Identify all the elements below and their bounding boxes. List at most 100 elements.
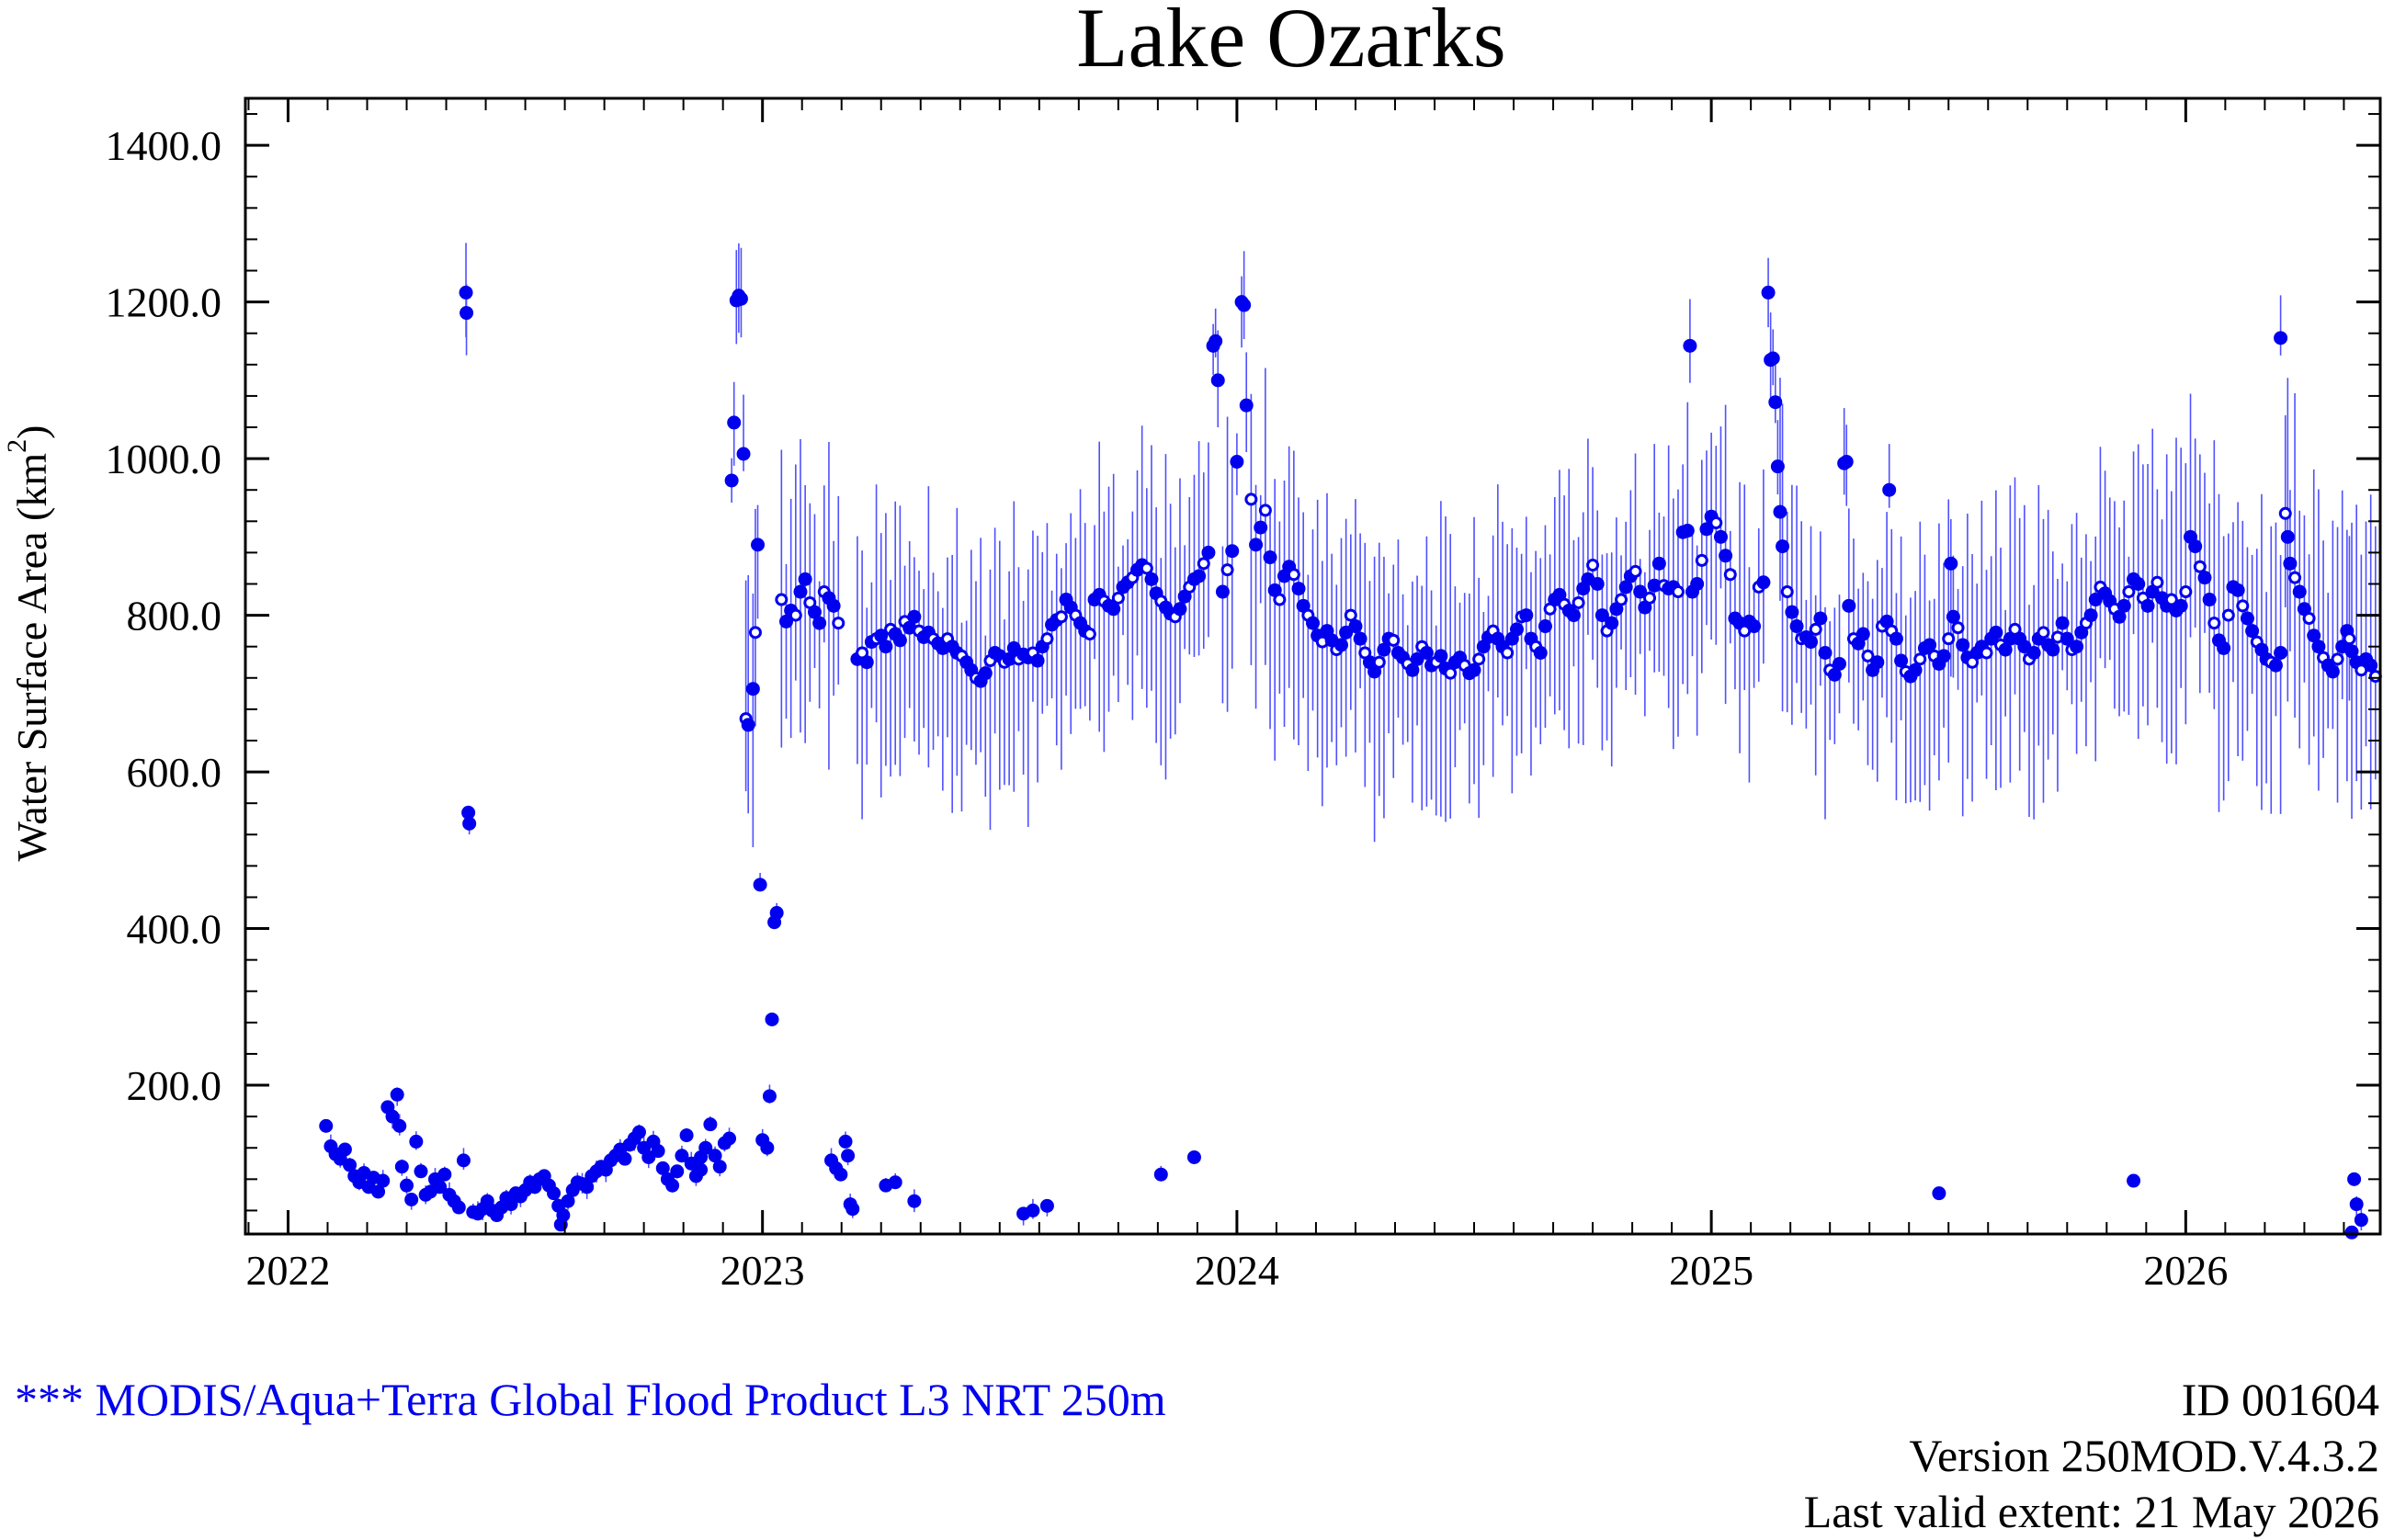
data-point [859, 655, 874, 670]
data-point [1773, 504, 1787, 519]
data-point [1287, 568, 1300, 582]
data-point [1106, 602, 1121, 617]
data-point [1173, 602, 1187, 617]
data-point [385, 1109, 400, 1124]
data-point [2288, 571, 2302, 584]
y-tick-label: 1400.0 [106, 122, 222, 169]
data-point [2343, 632, 2356, 646]
data-point [798, 572, 812, 586]
data-point [1306, 616, 1320, 630]
data-point [892, 633, 907, 648]
data-point [1683, 338, 1697, 353]
data-point [1387, 633, 1401, 647]
data-point [2354, 1213, 2368, 1228]
data-point [2280, 529, 2295, 544]
data-point [409, 1134, 424, 1149]
data-point [1761, 285, 1776, 300]
data-point [2122, 585, 2136, 599]
data-point [2017, 640, 2032, 654]
data-point [845, 1202, 860, 1217]
data-point [665, 1178, 680, 1193]
data-point [1818, 646, 1833, 661]
data-point [1026, 1203, 1040, 1217]
data-point [651, 1144, 665, 1159]
data-point [694, 1162, 709, 1177]
data-point [1590, 576, 1605, 591]
y-axis-label-close: ) [8, 425, 55, 439]
data-point [1839, 455, 1854, 470]
data-point [907, 609, 922, 624]
data-point [2202, 593, 2217, 607]
data-point [556, 1208, 571, 1223]
data-point [1804, 635, 1819, 650]
data-point [694, 1149, 709, 1164]
data-point [2274, 646, 2288, 661]
data-point [1690, 576, 1705, 591]
data-point [1671, 585, 1685, 599]
data-point [1913, 652, 1927, 666]
data-point [1040, 632, 1054, 646]
data-point [1989, 625, 2003, 640]
data-point [812, 616, 827, 630]
data-point [745, 682, 760, 696]
data-point [2088, 593, 2103, 607]
data-point [2347, 1172, 2362, 1186]
data-point [1951, 621, 1965, 635]
data-point [1923, 638, 1937, 652]
data-point [2230, 583, 2245, 597]
data-point [1333, 638, 1348, 652]
data-point [1254, 520, 1268, 535]
data-point [2302, 612, 2316, 626]
axes: 200.0 400.0 600.0 800.0 1000.0 1200.0 1400.0 20… [106, 96, 2382, 1294]
data-point [1348, 619, 1363, 634]
data-point [2116, 598, 2131, 613]
data-point [978, 666, 993, 681]
data-point [762, 1089, 777, 1104]
data-point [1509, 622, 1524, 637]
data-point [460, 306, 474, 321]
data-point [2240, 611, 2254, 626]
data-point [337, 1142, 352, 1157]
data-point [462, 816, 477, 831]
data-point [1643, 591, 1657, 605]
data-point [2311, 640, 2326, 654]
data-point [879, 640, 893, 654]
y-axis-label-text: Water Surface Area (km [8, 453, 55, 862]
data-point [2325, 664, 2340, 679]
data-point [1419, 646, 1434, 661]
data-point [1723, 568, 1737, 582]
data-point [1594, 608, 1609, 623]
data-point [1882, 482, 1897, 497]
data-point [832, 617, 845, 630]
data-point [1249, 538, 1264, 552]
data-point [1789, 619, 1804, 634]
data-point [1855, 627, 1870, 641]
last-valid-extent: Last valid extent: 21 May 2026 [1803, 1486, 2379, 1537]
data-point [392, 1118, 407, 1133]
data-point [1695, 553, 1708, 567]
data-point [1434, 649, 1448, 663]
data-point [2083, 608, 2098, 623]
data-point [1410, 651, 1424, 666]
data-point [1628, 564, 1642, 578]
data-point [1197, 557, 1210, 571]
data-point [1467, 662, 1481, 677]
data-point [1842, 598, 1856, 613]
data-point [789, 608, 802, 622]
data-point [1615, 593, 1628, 606]
data-point [727, 415, 742, 430]
data-point [748, 626, 762, 640]
data-point [724, 473, 739, 488]
data-point [2127, 1173, 2141, 1188]
data-point [1215, 584, 1230, 599]
data-point [1980, 646, 1993, 660]
data-point [760, 1140, 775, 1155]
data-point [1192, 569, 1207, 583]
data-point [2131, 576, 2146, 591]
data-point [1946, 609, 1960, 624]
data-point [459, 285, 473, 300]
data-point [841, 1149, 856, 1163]
data-point [1538, 619, 1552, 634]
data-point [2026, 646, 2041, 661]
